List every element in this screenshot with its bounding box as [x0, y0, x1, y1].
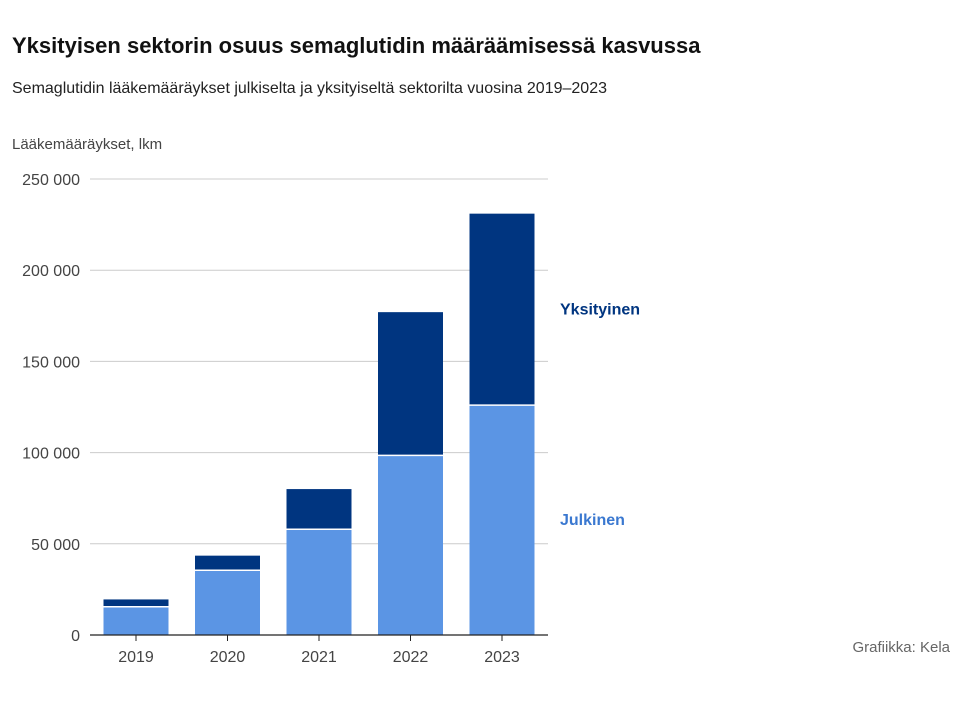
y-tick-label: 150 000 — [22, 354, 80, 371]
x-tick-label: 2021 — [301, 649, 337, 666]
legend-label-yksityinen: Yksityinen — [560, 301, 640, 318]
source-credit: Grafiikka: Kela — [852, 639, 950, 656]
y-tick-label: 0 — [71, 628, 80, 645]
bar-julkinen-2021 — [286, 529, 352, 635]
chart-subtitle: Semaglutidin lääkemääräykset julkiselta … — [12, 80, 607, 97]
x-tick-label: 2020 — [210, 649, 246, 666]
legend: Julkinen Yksityinen — [560, 301, 640, 529]
x-tick-label: 2022 — [393, 649, 429, 666]
bar-julkinen-2020 — [195, 570, 260, 635]
axes: 0 50 000 100 000 150 000 200 000 250 000 2019 2… — [22, 172, 548, 666]
y-tick-label: 250 000 — [22, 172, 80, 189]
y-axis-label: Lääkemääräykset, lkm — [12, 136, 163, 153]
y-tick-label: 200 000 — [22, 263, 80, 280]
x-tick-label: 2023 — [484, 649, 520, 666]
bar-yksityinen-2023 — [469, 213, 535, 406]
y-tick-label: 50 000 — [31, 537, 80, 554]
bar-julkinen-2023 — [469, 405, 535, 635]
bar-yksityinen-2022 — [378, 312, 443, 456]
bar-yksityinen-2021 — [286, 489, 352, 530]
y-tick-label: 100 000 — [22, 446, 80, 463]
bar-yksityinen-2020 — [195, 555, 260, 571]
bar-julkinen-2022 — [378, 455, 443, 635]
chart-title: Yksityisen sektorin osuus semaglutidin m… — [12, 33, 701, 58]
x-tick-label: 2019 — [118, 649, 154, 666]
bars — [103, 213, 535, 635]
bar-julkinen-2019 — [103, 606, 169, 635]
legend-label-julkinen: Julkinen — [560, 512, 625, 529]
bar-yksityinen-2019 — [103, 599, 169, 607]
